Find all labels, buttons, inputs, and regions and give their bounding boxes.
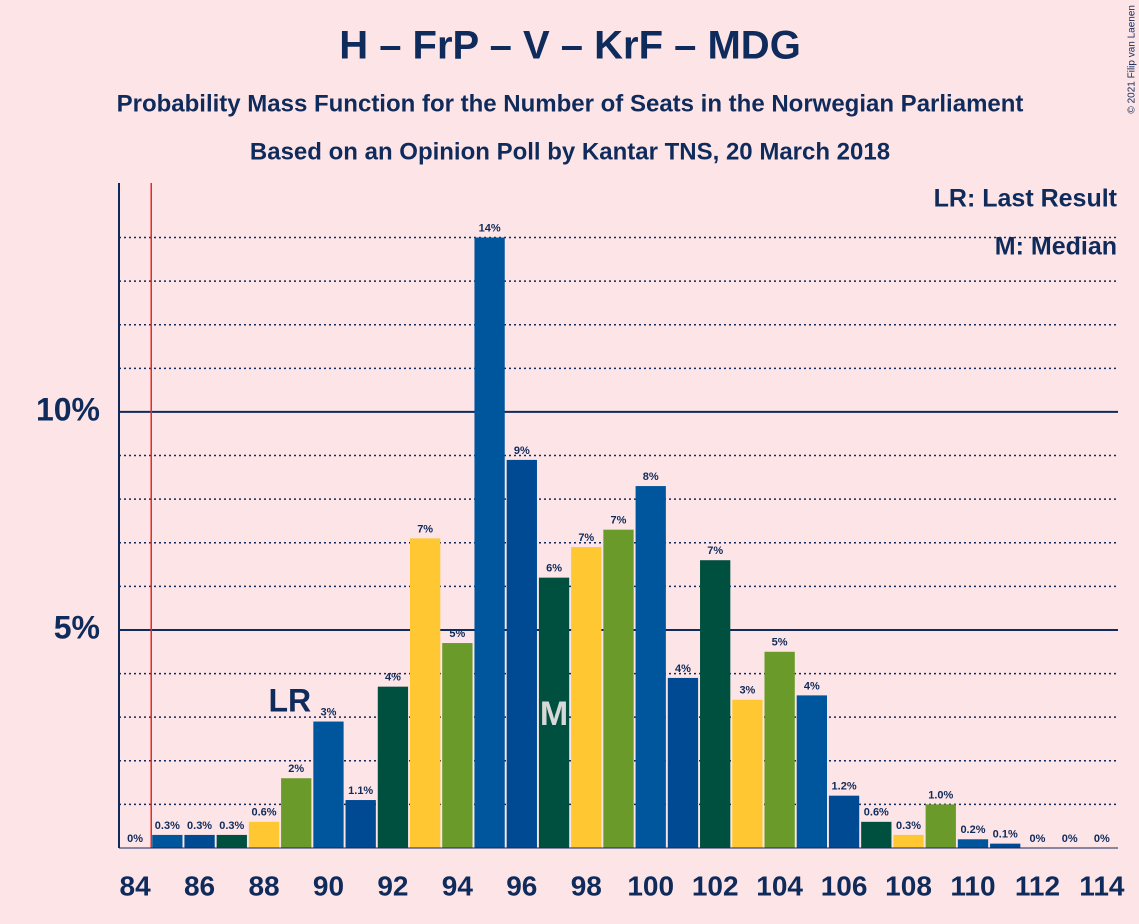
value-label: 0.3% [155,820,180,832]
legend-entry: LR: Last Result [934,185,1118,213]
last-result-label: LR [268,683,311,719]
value-label: 0.6% [864,807,889,819]
bar [957,839,989,848]
bar [313,721,344,848]
bar [538,577,570,848]
x-tick-label: 112 [1015,870,1060,901]
y-tick-label: 5% [54,609,100,645]
x-tick-label: 92 [377,870,408,901]
value-label: 8% [643,471,659,483]
x-tick-label: 106 [821,870,868,901]
bar [796,695,828,848]
bar [700,560,731,848]
value-label: 1.1% [348,785,373,797]
value-label: 0% [1029,833,1045,845]
x-tick-label: 88 [248,870,279,901]
bar [925,804,956,848]
x-tick-label: 94 [442,870,474,901]
chart-subtitle: Probability Mass Function for the Number… [117,90,1024,117]
bar [216,834,247,848]
value-label: 0.6% [251,807,276,819]
x-tick-label: 86 [184,870,215,901]
value-label: 7% [611,515,627,527]
value-label: 6% [546,563,562,575]
value-label: 7% [417,523,433,535]
x-tick-label: 114 [1079,870,1125,901]
bar [248,821,280,848]
value-label: 14% [479,222,501,234]
value-label: 1.2% [832,781,857,793]
value-label: 0.3% [187,820,212,832]
chart-subtitle: Based on an Opinion Poll by Kantar TNS, … [250,138,890,165]
bar [506,459,537,848]
value-label: 0.2% [960,824,985,836]
value-label: 2% [288,763,304,775]
bar [571,547,602,848]
median-label: M [540,695,568,733]
value-label: 0.3% [219,820,244,832]
value-label: 1.0% [928,789,953,801]
bar [409,538,441,848]
value-label: 4% [385,672,401,684]
bar [861,821,892,848]
x-tick-label: 90 [313,870,344,901]
value-label: 0.1% [993,829,1018,841]
value-label: 3% [739,685,755,697]
value-label: 5% [772,637,788,649]
copyright: © 2021 Filip van Laenen [1127,5,1138,114]
bar [732,699,763,848]
bar [184,834,215,848]
value-label: 0% [127,833,143,845]
x-tick-label: 104 [756,870,803,901]
x-tick-label: 84 [120,870,152,901]
value-label: 0% [1094,833,1110,845]
bar [603,529,634,848]
y-tick-label: 10% [36,391,100,427]
value-label: 4% [675,663,691,675]
bar [764,651,795,848]
x-tick-label: 98 [571,870,602,901]
bar [281,778,312,848]
bar [474,237,505,849]
value-label: 5% [449,628,465,640]
bar [990,843,1021,848]
bar [635,486,666,848]
x-tick-label: 96 [506,870,537,901]
value-label: 3% [321,706,337,718]
x-tick-label: 108 [885,870,932,901]
value-label: 0% [1062,833,1078,845]
x-tick-label: 100 [627,870,674,901]
value-label: 4% [804,680,820,692]
bar [893,834,924,848]
x-tick-label: 102 [692,870,739,901]
bar [828,795,860,848]
value-label: 7% [578,532,594,544]
x-tick-label: 110 [950,870,995,901]
bar [152,834,183,848]
value-label: 9% [514,445,530,457]
bar [667,677,699,848]
bar [377,686,409,848]
bar [442,643,473,848]
chart-title: H – FrP – V – KrF – MDG [339,24,801,68]
value-label: 7% [707,545,723,557]
value-label: 0.3% [896,820,921,832]
bar [345,800,376,848]
